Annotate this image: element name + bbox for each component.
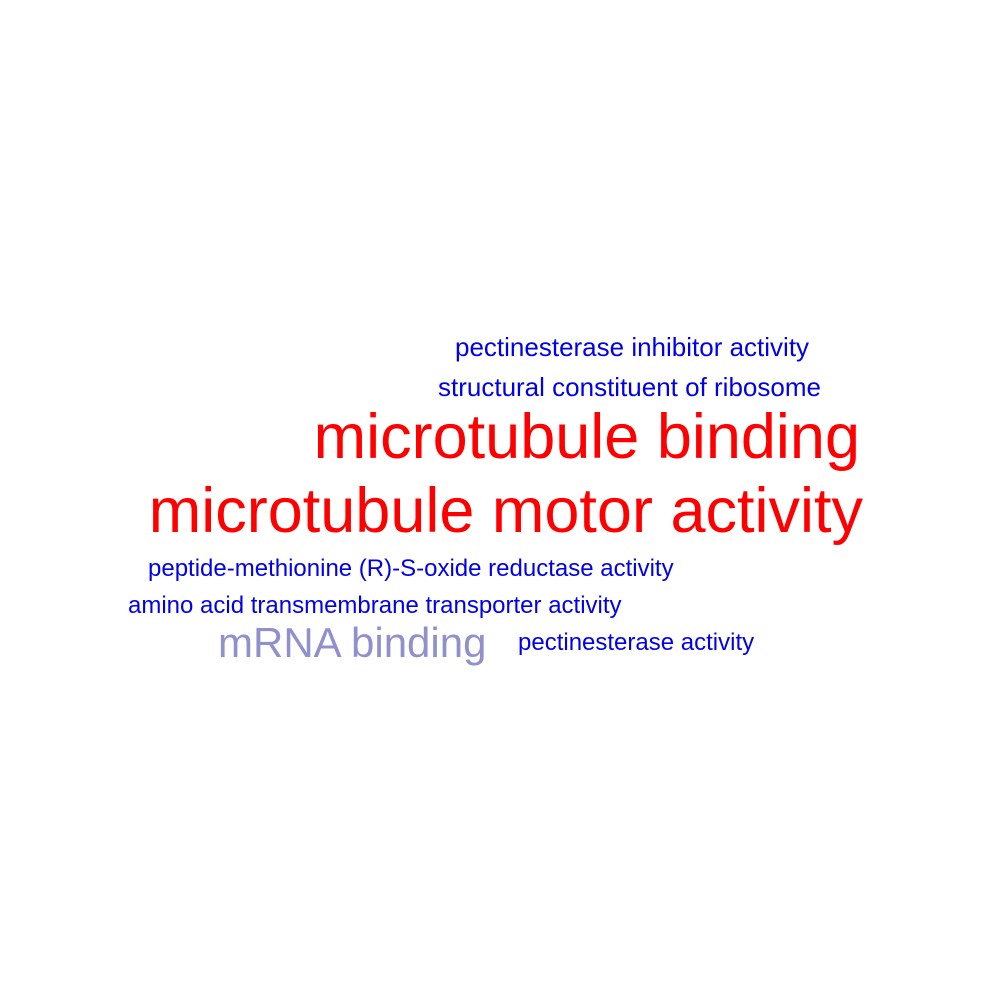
word-microtubule-motor-activity: microtubule motor activity [148, 476, 863, 546]
word-mrna-binding: mRNA binding [218, 619, 487, 666]
word-peptide-methionine-reductase-activity: peptide-methionine (R)-S-oxide reductase… [148, 555, 674, 582]
word-pectinesterase-inhibitor-activity: pectinesterase inhibitor activity [455, 332, 810, 362]
word-pectinesterase-activity: pectinesterase activity [518, 629, 755, 656]
word-microtubule-binding: microtubule binding [313, 402, 860, 472]
word-amino-acid-transporter-activity: amino acid transmembrane transporter act… [128, 592, 622, 619]
word-structural-constituent-of-ribosome: structural constituent of ribosome [438, 372, 821, 402]
